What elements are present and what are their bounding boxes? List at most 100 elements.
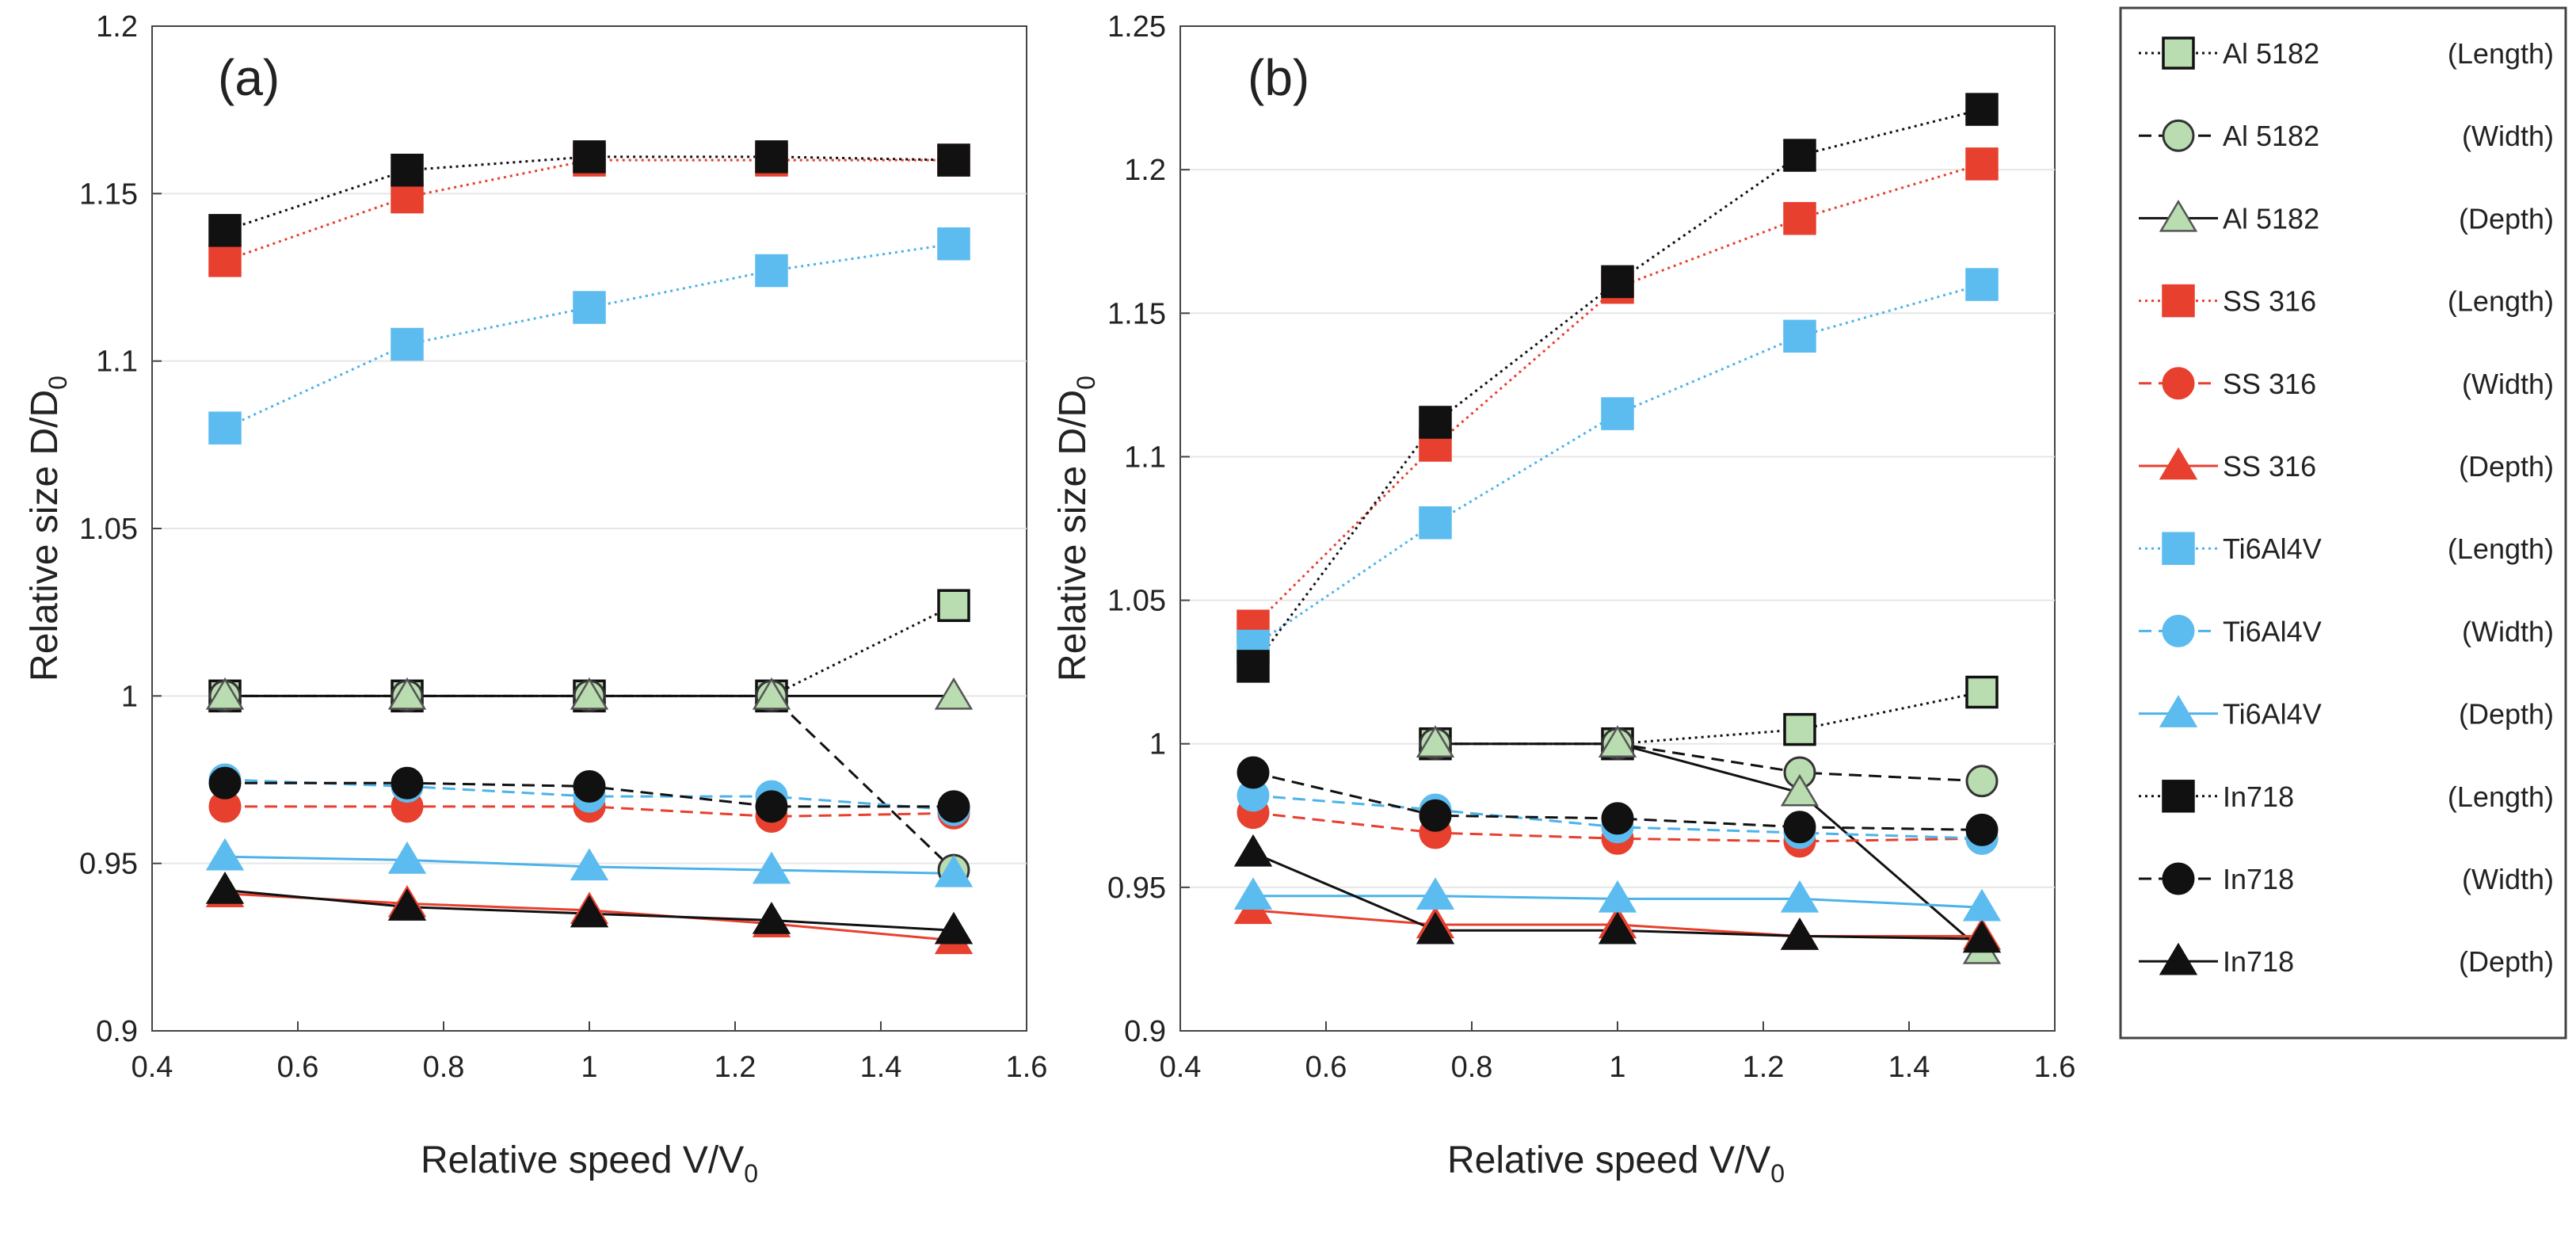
panel-b-point-al-5182-depth (1780, 773, 1820, 807)
legend: Al 5182 (Length) Al 5182 (Width) Al 5182 (Dep… (2119, 6, 2567, 1040)
panel-a-label: (a) (218, 49, 280, 106)
legend-entry-al-5182-width: Al 5182 (Width) (2139, 119, 2554, 152)
legend-entries: Al 5182 (Length) Al 5182 (Width) Al 5182 (Dep… (2139, 36, 2554, 978)
panel-a-point-al-5182-length (937, 589, 970, 622)
legend-material: In718 (2223, 780, 2294, 813)
panel-b-point-al-5182-width (1965, 765, 1999, 798)
panel-a-point-ti6al4v-length (573, 291, 606, 324)
panel-a-x-tick-label: 0.8 (423, 1051, 465, 1084)
panel-a-y-tick-label: 0.9 (96, 1015, 138, 1048)
panel-b-point-in718-depth (1416, 911, 1455, 944)
panel-b-x-tick-label: 0.6 (1305, 1051, 1347, 1084)
panel-a-x-tick-label: 1.4 (860, 1051, 902, 1084)
panel-b-y-tick-label: 1.25 (1107, 10, 1166, 44)
legend-entry-ti6al4v-length: Ti6Al4V (Length) (2139, 532, 2554, 565)
panel-b-point-in718-width (1237, 756, 1270, 789)
legend-dimension: (Length) (2448, 780, 2554, 813)
panel-b-y-tick-label: 1.05 (1107, 585, 1166, 618)
panel-b-point-al-5182-length (1965, 675, 1999, 709)
panel-b-x-axis-label: Relative speed V/V0 (1447, 1139, 1785, 1188)
legend-marker-sample (2159, 447, 2198, 480)
panel-a-point-ss-316-length (208, 244, 242, 277)
panel-b-point-in718-length (1237, 650, 1270, 683)
panel-a-point-ti6al4v-length (755, 254, 788, 288)
panel-b-point-al-5182-depth (1416, 725, 1455, 757)
panel-a-point-in718-width (937, 790, 970, 823)
legend-material: Al 5182 (2223, 120, 2319, 152)
panel-a-point-in718-width (573, 769, 606, 803)
panel-b-point-in718-width (1601, 802, 1634, 835)
panel-b-x-tick-label: 0.8 (1451, 1051, 1493, 1084)
panel-b-markers (1233, 93, 2002, 964)
panel-a-point-ti6al4v-depth (934, 854, 974, 887)
legend-marker-sample (2159, 199, 2198, 232)
panel-a-y-tick-label: 1 (121, 680, 138, 713)
panel-b-point-ti6al4v-depth (1233, 877, 1273, 910)
panel-a-point-in718-length (573, 140, 606, 174)
panel-b-point-ss-316-length (1783, 201, 1816, 235)
legend-dimension: (Depth) (2459, 450, 2554, 483)
legend-dimension: (Width) (2462, 615, 2554, 647)
panel-b-point-in718-width (1965, 813, 1999, 846)
panel-a-x-axis-label: Relative speed V/V0 (421, 1139, 758, 1188)
panel-a-y-tick-label: 0.95 (79, 848, 138, 881)
legend-dimension: (Width) (2462, 120, 2554, 152)
legend-marker-sample (2159, 942, 2198, 975)
panel-a-point-in718-depth (570, 895, 609, 928)
legend-dimension: (Depth) (2459, 698, 2554, 731)
panel-a-point-in718-length (937, 143, 970, 177)
panel-b: 0.4 0.6 0.8 1 1.2 1.4 1.6 0.9 0.95 1 1.05 1.1 1.15 1… (1052, 10, 2075, 1188)
panel-a-y-tick-label: 1.15 (79, 177, 138, 211)
panel-a-point-in718-length (755, 140, 788, 174)
panel-a-point-in718-width (755, 790, 788, 823)
legend-entry-ti6al4v-width: Ti6Al4V (Width) (2139, 614, 2554, 647)
panel-b-label: (b) (1248, 49, 1309, 106)
panel-a-point-ti6al4v-depth (205, 838, 245, 871)
legend-material: SS 316 (2223, 285, 2316, 318)
legend-dimension: (Depth) (2459, 945, 2554, 978)
panel-b-y-tick-label: 1.2 (1124, 154, 1166, 187)
panel-a-point-ti6al4v-length (208, 411, 242, 445)
panel-b-point-in718-length (1965, 93, 1999, 126)
legend-material: Al 5182 (2223, 37, 2319, 70)
panel-a-point-in718-depth (934, 911, 974, 944)
panel-b-point-ti6al4v-depth (1780, 880, 1820, 913)
legend-entry-in718-depth: In718 (Depth) (2139, 942, 2554, 978)
panel-b-point-ss-316-length (1965, 147, 1999, 181)
legend-marker-sample (2162, 284, 2195, 318)
legend-entry-al-5182-length: Al 5182 (Length) (2139, 36, 2554, 70)
panel-b-y-axis-label: Relative size D/D0 (1052, 376, 1100, 681)
panel-a-point-ti6al4v-depth (752, 851, 791, 884)
legend-marker-sample (2162, 532, 2195, 565)
panel-b-y-tick-labels: 0.9 0.95 1 1.05 1.1 1.15 1.2 1.25 (1107, 10, 1190, 1048)
legend-material: In718 (2223, 863, 2294, 895)
legend-entry-ss-316-length: SS 316 (Length) (2139, 284, 2554, 318)
panel-a-point-in718-width (208, 766, 242, 799)
panel-b-plot-area (1179, 25, 2056, 1032)
panel-a-point-al-5182-depth (570, 677, 609, 710)
panel-b-point-in718-length (1419, 406, 1452, 439)
panel-a-markers (205, 140, 974, 955)
panel-b-point-ti6al4v-depth (1416, 877, 1455, 910)
panel-a-point-ss-316-length (391, 180, 424, 214)
legend-marker-sample (2162, 780, 2195, 813)
panel-b-point-al-5182-depth (1598, 725, 1637, 757)
panel-b-x-tick-labels: 0.4 0.6 0.8 1 1.2 1.4 1.6 (1160, 1021, 2076, 1084)
panel-b-point-in718-width (1783, 811, 1816, 844)
panel-a-x-tick-labels: 0.4 0.6 0.8 1 1.2 1.4 1.6 (131, 1021, 1047, 1084)
panel-b-series-line-in718-width (1252, 771, 1983, 831)
legend-dimension: (Width) (2462, 863, 2554, 895)
panel-b-y-tick-label: 1 (1149, 728, 1166, 761)
legend-entry-ss-316-width: SS 316 (Width) (2139, 367, 2554, 400)
panel-b-x-tick-label: 1.6 (2034, 1051, 2076, 1084)
panel-b-series-line-ss-316-length (1252, 162, 1983, 628)
legend-material: Ti6Al4V (2223, 698, 2322, 731)
legend-dimension: (Length) (2448, 532, 2554, 565)
panel-b-series-line-al-5182-depth (1435, 742, 1983, 952)
panel-b-point-in718-depth (1233, 834, 1273, 867)
legend-dimension: (Width) (2462, 368, 2554, 400)
panel-a-point-al-5182-depth (205, 677, 245, 710)
panel-a-series-line-ss-316-length (224, 158, 954, 262)
panel-a-x-tick-label: 1.2 (714, 1051, 756, 1084)
